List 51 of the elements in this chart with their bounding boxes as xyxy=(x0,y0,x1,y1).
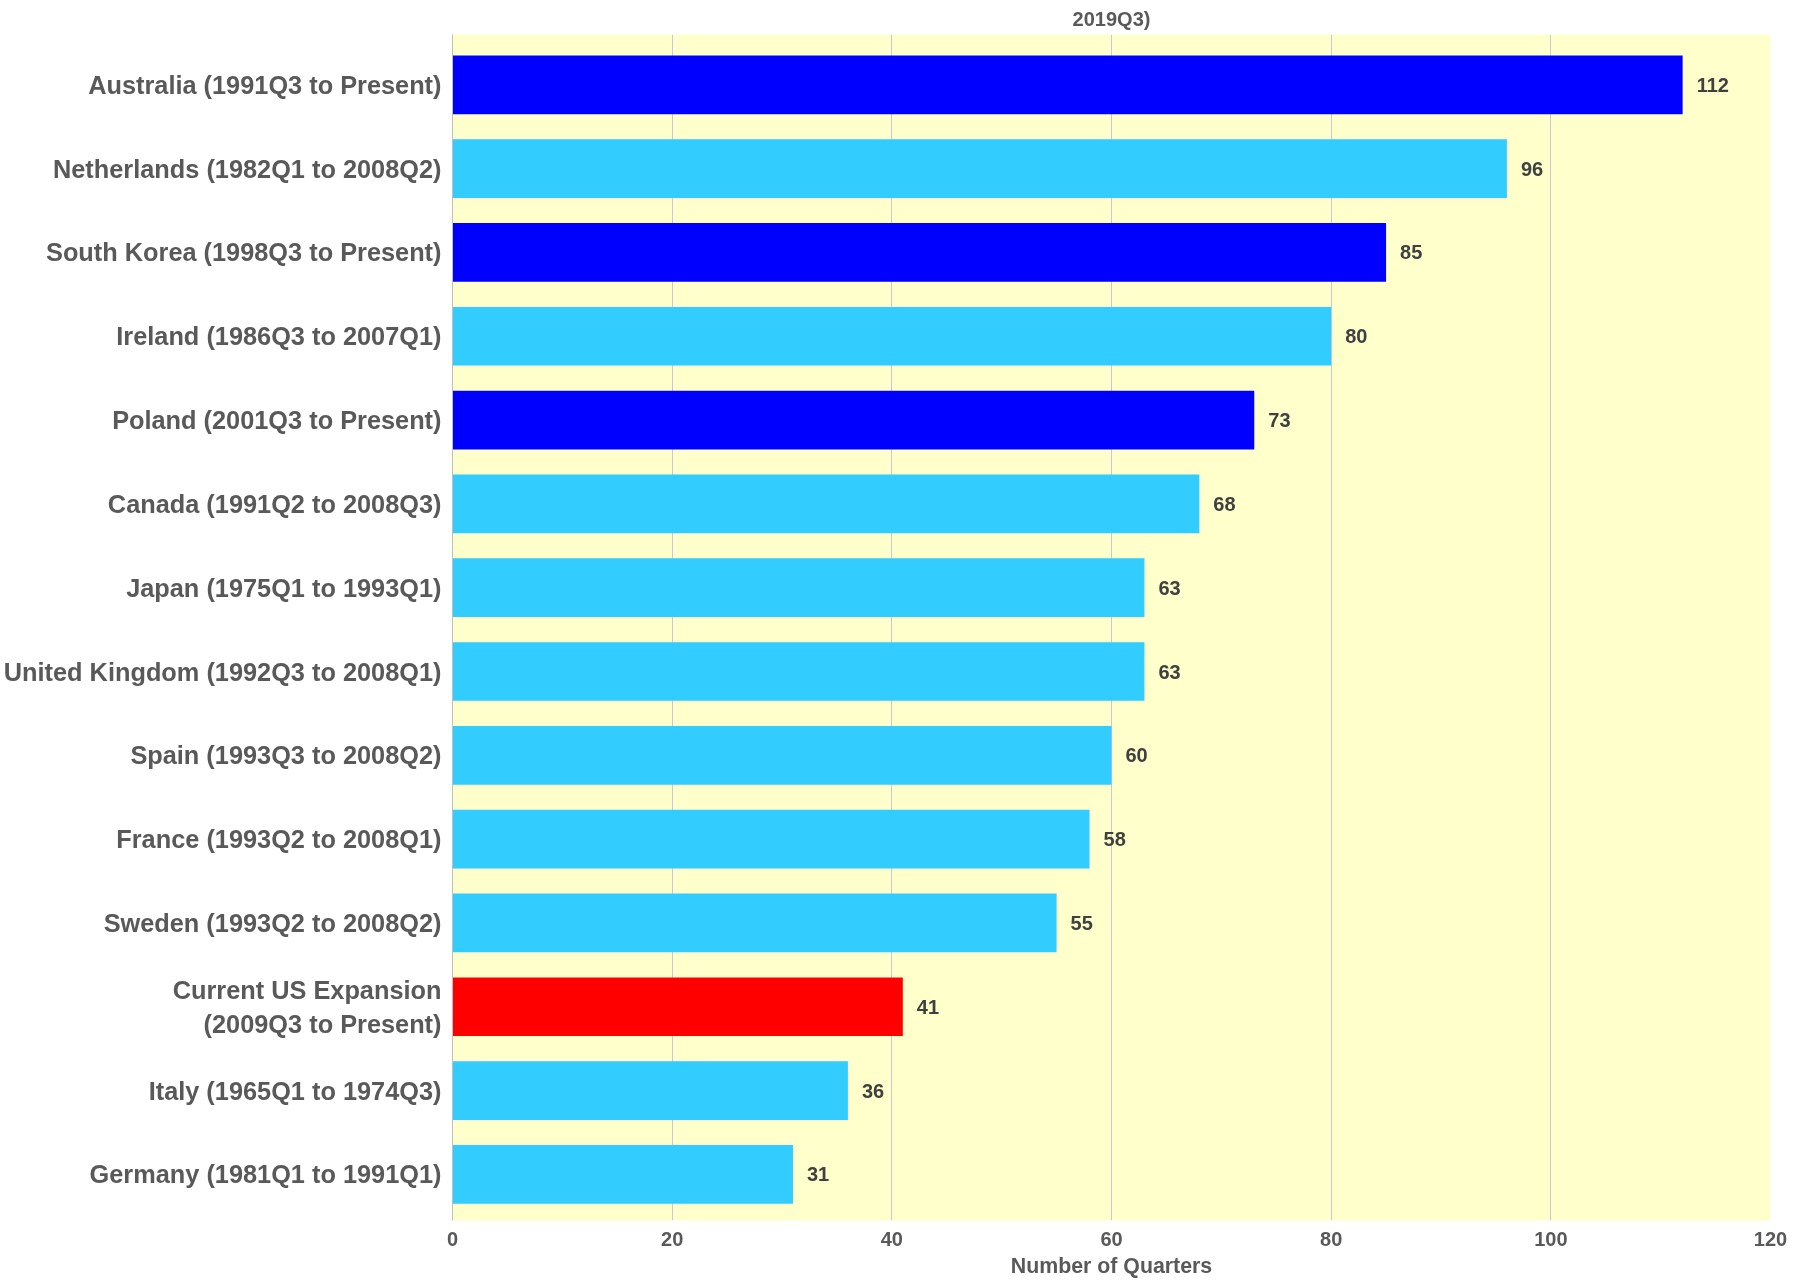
bar xyxy=(452,809,1090,869)
bar xyxy=(452,55,1683,115)
y-tick-label: Australia (1991Q3 to Present) xyxy=(88,70,442,99)
data-label: 60 xyxy=(1125,744,1148,767)
x-tick-label: 20 xyxy=(661,1227,684,1250)
bar xyxy=(452,642,1145,701)
data-label: 36 xyxy=(861,1079,885,1102)
data-label: 31 xyxy=(806,1163,830,1186)
bar xyxy=(452,390,1255,450)
data-label: 55 xyxy=(1070,911,1093,934)
bar xyxy=(452,1061,848,1120)
x-tick-label: 0 xyxy=(446,1227,459,1250)
y-tick-label: Germany (1981Q1 to 1991Q1) xyxy=(89,1160,442,1189)
y-tick-label: Canada (1991Q2 to 2008Q3) xyxy=(107,489,442,518)
bar xyxy=(452,1145,793,1204)
bar xyxy=(452,893,1057,953)
bar xyxy=(452,474,1200,534)
y-tick-label: United Kingdom (1992Q3 to 2008Q1) xyxy=(3,657,442,686)
data-label: 96 xyxy=(1520,157,1544,180)
x-tick-label: 60 xyxy=(1100,1227,1123,1250)
bar xyxy=(452,139,1507,198)
x-tick-label: 80 xyxy=(1320,1227,1343,1250)
bar xyxy=(452,306,1332,366)
y-tick-label: Netherlands (1982Q1 to 2008Q2) xyxy=(52,154,442,183)
chart-title: 2019Q3) xyxy=(1072,7,1151,30)
y-tick-label: South Korea (1998Q3 to Present) xyxy=(46,238,442,267)
data-label: 41 xyxy=(916,995,940,1018)
y-tick-label: Spain (1993Q3 to 2008Q2) xyxy=(130,741,442,770)
data-label: 73 xyxy=(1268,409,1291,432)
x-tick-label: 120 xyxy=(1753,1227,1788,1250)
data-label: 63 xyxy=(1158,660,1181,683)
bar xyxy=(452,558,1145,618)
y-tick-label: Japan (1975Q1 to 1993Q1) xyxy=(126,573,442,602)
bar xyxy=(452,725,1112,785)
x-tick-label: 40 xyxy=(880,1227,903,1250)
y-tick-label: Sweden (1993Q2 to 2008Q2) xyxy=(103,908,442,937)
data-label: 80 xyxy=(1345,325,1368,348)
y-tick-label: France (1993Q2 to 2008Q1) xyxy=(116,825,442,854)
bar xyxy=(452,977,903,1037)
data-label: 58 xyxy=(1103,828,1126,851)
y-tick-label: Ireland (1986Q3 to 2007Q1) xyxy=(116,322,442,351)
data-label: 112 xyxy=(1696,73,1729,96)
x-tick-label: 100 xyxy=(1534,1227,1568,1250)
data-label: 68 xyxy=(1213,492,1236,515)
x-axis-title: Number of Quarters xyxy=(1010,1253,1213,1278)
data-label: 85 xyxy=(1400,241,1423,264)
data-label: 63 xyxy=(1158,576,1181,599)
bar xyxy=(452,223,1387,282)
y-tick-label: Current US Expansion (2009Q3 to Present) xyxy=(172,975,442,1038)
y-tick-label: Poland (2001Q3 to Present) xyxy=(112,406,442,435)
y-tick-label: Italy (1965Q1 to 1974Q3) xyxy=(148,1076,442,1105)
